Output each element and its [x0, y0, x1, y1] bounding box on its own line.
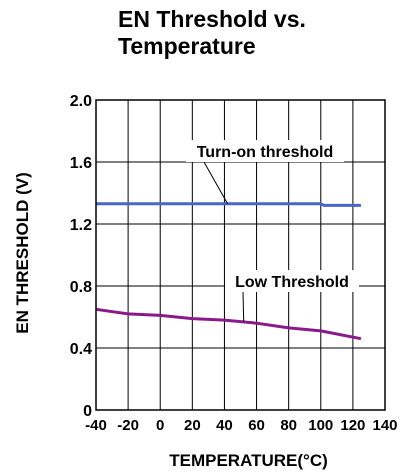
- x-tick-label: -40: [85, 417, 107, 434]
- annotation-background: [186, 140, 344, 162]
- x-tick-label: 80: [280, 417, 297, 434]
- annotation-label: Turn-on threshold: [197, 144, 334, 161]
- series-line-low-threshold: [95, 307, 362, 341]
- annotation-leader-line: [242, 291, 245, 322]
- x-tick-label: 0: [156, 417, 164, 434]
- x-axis-label: TEMPERATURE(°C): [169, 451, 328, 470]
- y-tick-label: 2.0: [70, 93, 92, 110]
- series-layer: [95, 202, 362, 341]
- series-line-turn-on-threshold: [96, 202, 361, 207]
- y-tick-label: 1.2: [70, 217, 92, 234]
- annotation-label: Low Threshold: [235, 274, 349, 291]
- x-tick-label: 140: [372, 417, 397, 434]
- y-axis-label: EN THRESHOLD (V): [13, 172, 32, 334]
- y-tick-label: 0.4: [70, 341, 92, 358]
- x-tick-label: 40: [216, 417, 233, 434]
- x-tick-label: 20: [184, 417, 201, 434]
- plot-frame: [95, 99, 386, 411]
- chart-title-line-1: EN Threshold vs.: [118, 6, 306, 32]
- x-tick-label: 100: [308, 417, 333, 434]
- x-tick-label: 120: [340, 417, 365, 434]
- annotation-layer: Turn-on threshold Low Threshold: [186, 140, 359, 322]
- y-tick-label: 1.6: [70, 155, 92, 172]
- tick-label-layer: -40 -20 0 20 40 60 80 100 120 140 0 0.4 0.8 1.2 1.6 2.0: [70, 93, 398, 434]
- x-tick-label: 60: [248, 417, 265, 434]
- chart-title-line-2: Temperature: [118, 33, 256, 59]
- y-tick-label: 0: [83, 403, 92, 420]
- x-tick-label: -20: [117, 417, 139, 434]
- annotation-leader-line: [203, 161, 229, 205]
- y-tick-label: 0.8: [70, 279, 92, 296]
- annotation-background: [225, 270, 359, 292]
- chart-title: EN Threshold vs. Temperature: [118, 6, 306, 60]
